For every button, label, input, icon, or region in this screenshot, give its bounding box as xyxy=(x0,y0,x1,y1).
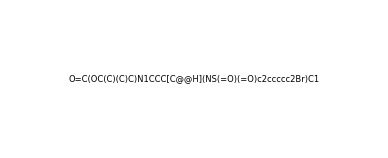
Text: O=C(OC(C)(C)C)N1CCC[C@@H](NS(=O)(=O)c2ccccc2Br)C1: O=C(OC(C)(C)C)N1CCC[C@@H](NS(=O)(=O)c2cc… xyxy=(68,75,320,83)
